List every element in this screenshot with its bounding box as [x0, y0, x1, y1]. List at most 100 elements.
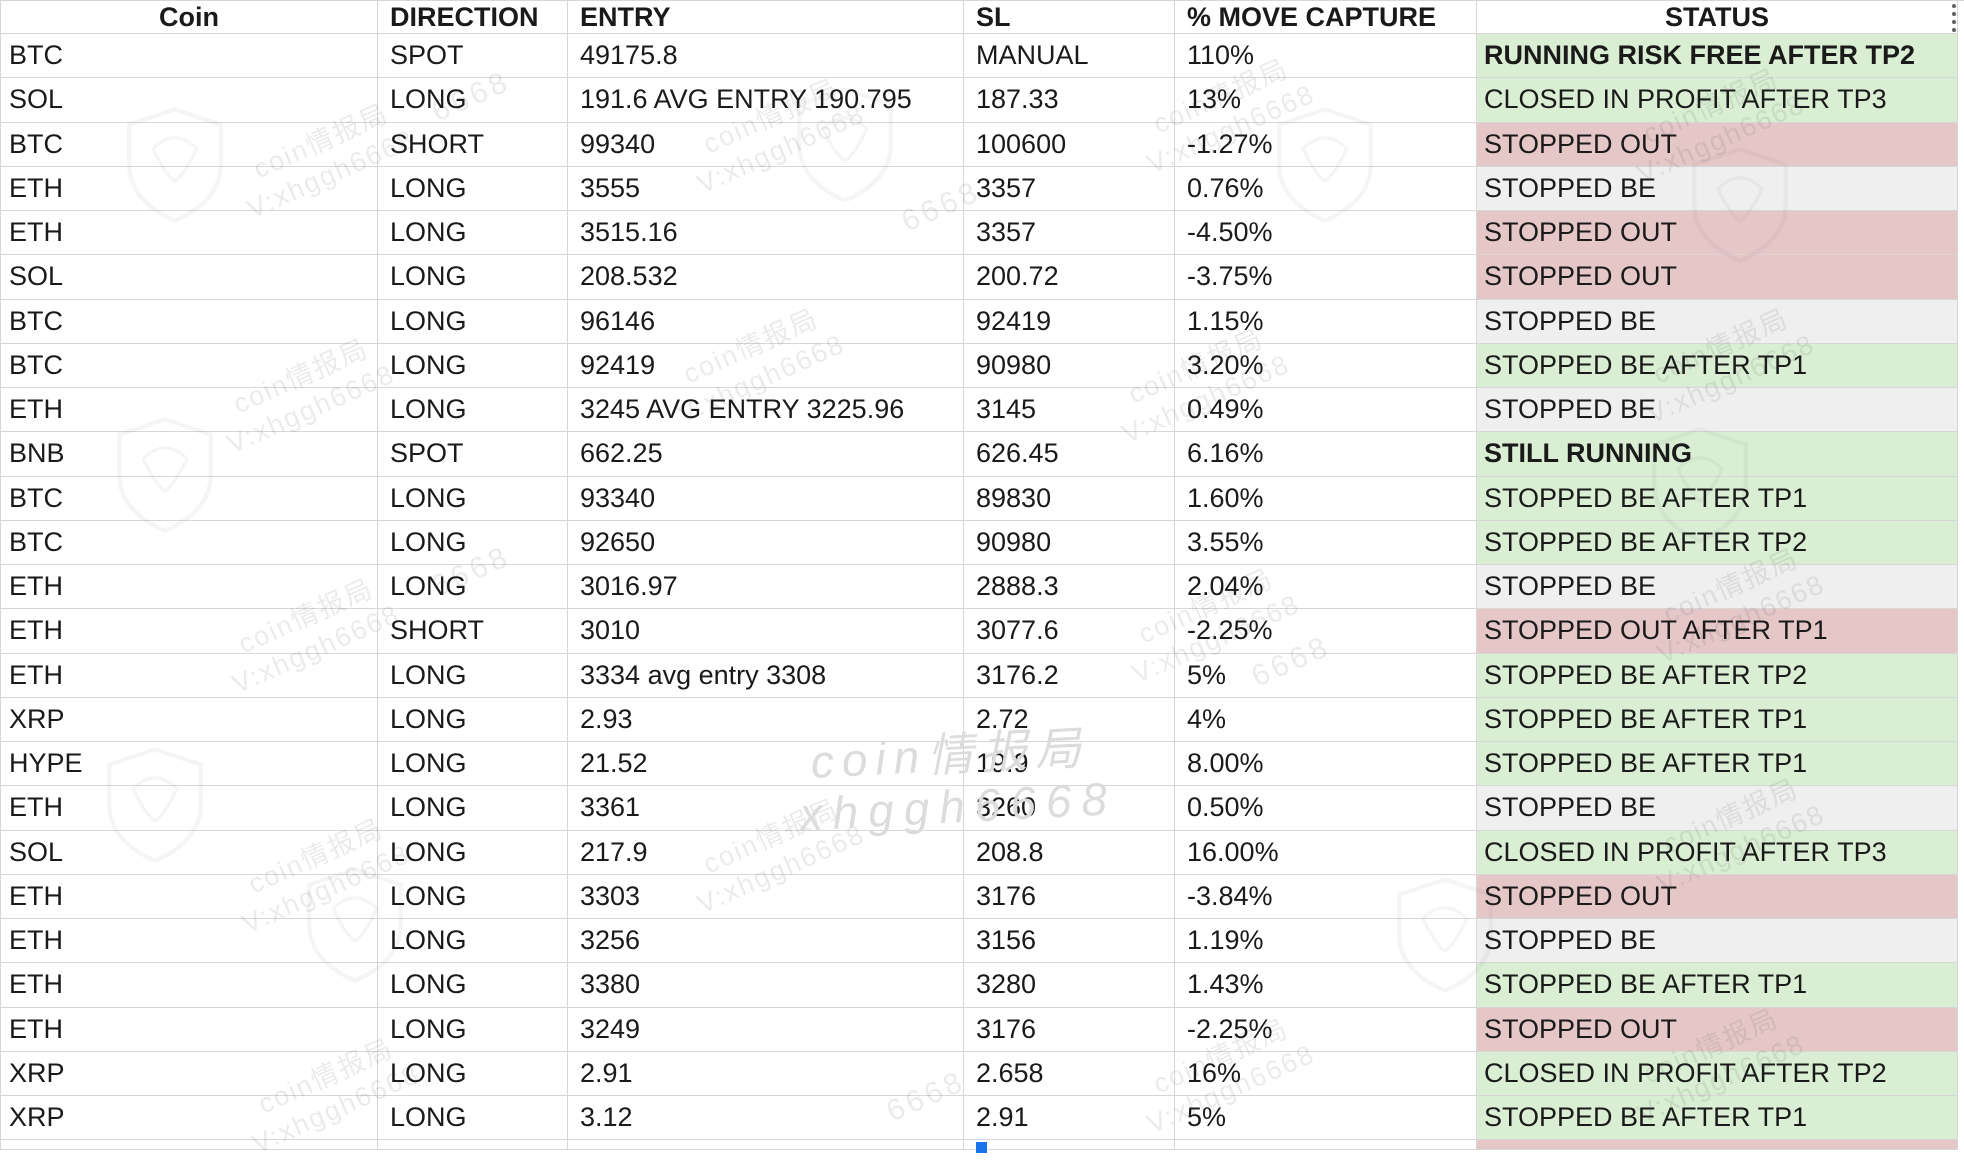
cell-coin[interactable]: ETH	[1, 786, 378, 831]
cell-direction[interactable]: LONG	[378, 1051, 568, 1096]
cell-status[interactable]: STOPPED BE AFTER TP1	[1477, 1096, 1958, 1141]
cell-direction[interactable]: SPOT	[378, 34, 568, 79]
cell-coin[interactable]: BTC	[1, 34, 378, 79]
cell-sl[interactable]: 3176.2	[964, 653, 1175, 698]
cell-entry[interactable]: 92419	[568, 343, 964, 388]
header-cell-direction[interactable]: DIRECTION	[378, 1, 568, 34]
cell-move[interactable]: 0.76%	[1175, 166, 1477, 211]
cell-direction[interactable]: LONG	[378, 166, 568, 211]
cell-sl[interactable]: 92419	[964, 299, 1175, 344]
selection-fill-handle[interactable]	[975, 1141, 988, 1154]
cell-coin[interactable]: ETH	[1, 565, 378, 610]
cell-status[interactable]: STOPPED OUT AFTER TP1	[1477, 609, 1958, 654]
cell-coin[interactable]: XRP	[1, 1051, 378, 1096]
cell-move[interactable]: 2.04%	[1175, 565, 1477, 610]
cell-entry[interactable]: 3361	[568, 786, 964, 831]
cell-move[interactable]: 1.15%	[1175, 299, 1477, 344]
cell-sl[interactable]: 3176	[964, 1007, 1175, 1052]
cell-coin[interactable]: ETH	[1, 1007, 378, 1052]
cell-sl[interactable]: 208.8	[964, 830, 1175, 875]
cell-status[interactable]	[1477, 1140, 1958, 1150]
cell-move[interactable]: 6.16%	[1175, 432, 1477, 477]
cell-direction[interactable]: SPOT	[378, 432, 568, 477]
cell-status[interactable]: STOPPED BE AFTER TP1	[1477, 343, 1958, 388]
cell-entry[interactable]: 3334 avg entry 3308	[568, 653, 964, 698]
cell-coin[interactable]: ETH	[1, 211, 378, 256]
cell-coin[interactable]: BTC	[1, 476, 378, 521]
cell-sl[interactable]: 90980	[964, 343, 1175, 388]
cell-sl[interactable]: 3280	[964, 963, 1175, 1008]
cell-entry[interactable]: 3256	[568, 919, 964, 964]
cell-sl[interactable]: MANUAL	[964, 34, 1175, 79]
cell-entry[interactable]: 3555	[568, 166, 964, 211]
cell-coin[interactable]: ETH	[1, 874, 378, 919]
cell-status[interactable]: STOPPED OUT	[1477, 1007, 1958, 1052]
cell-sl[interactable]: 89830	[964, 476, 1175, 521]
cell-coin[interactable]: SOL	[1, 78, 378, 123]
cell-sl[interactable]: 2.72	[964, 697, 1175, 742]
cell-coin[interactable]: ETH	[1, 166, 378, 211]
header-cell-coin[interactable]: Coin	[1, 1, 378, 34]
cell-sl[interactable]: 3077.6	[964, 609, 1175, 654]
cell-entry[interactable]: 2.91	[568, 1051, 964, 1096]
header-cell-move[interactable]: % MOVE CAPTURE	[1175, 1, 1477, 34]
cell-entry[interactable]: 3.12	[568, 1096, 964, 1141]
cell-sl[interactable]: 3176	[964, 874, 1175, 919]
cell-move[interactable]: 5%	[1175, 653, 1477, 698]
cell-coin[interactable]: ETH	[1, 609, 378, 654]
cell-sl[interactable]	[964, 1140, 1175, 1150]
cell-direction[interactable]: SHORT	[378, 609, 568, 654]
cell-status[interactable]: STOPPED BE	[1477, 299, 1958, 344]
cell-status[interactable]: STILL RUNNING	[1477, 432, 1958, 477]
cell-move[interactable]: -3.75%	[1175, 255, 1477, 300]
cell-move[interactable]: 3.55%	[1175, 520, 1477, 565]
cell-move[interactable]: 110%	[1175, 34, 1477, 79]
cell-move[interactable]: 16%	[1175, 1051, 1477, 1096]
cell-sl[interactable]: 3145	[964, 388, 1175, 433]
cell-status[interactable]: STOPPED OUT	[1477, 874, 1958, 919]
cell-direction[interactable]: LONG	[378, 78, 568, 123]
cell-sl[interactable]: 3260	[964, 786, 1175, 831]
cell-status[interactable]: CLOSED IN PROFIT AFTER TP2	[1477, 1051, 1958, 1096]
cell-entry[interactable]: 662.25	[568, 432, 964, 477]
cell-direction[interactable]: LONG	[378, 520, 568, 565]
cell-status[interactable]: STOPPED BE	[1477, 388, 1958, 433]
cell-coin[interactable]	[1, 1140, 378, 1150]
cell-move[interactable]: 0.49%	[1175, 388, 1477, 433]
cell-status[interactable]: STOPPED OUT	[1477, 255, 1958, 300]
cell-entry[interactable]: 3380	[568, 963, 964, 1008]
cell-status[interactable]: STOPPED BE	[1477, 919, 1958, 964]
cell-status[interactable]: STOPPED BE	[1477, 166, 1958, 211]
cell-status[interactable]: STOPPED OUT	[1477, 211, 1958, 256]
cell-sl[interactable]: 3156	[964, 919, 1175, 964]
cell-sl[interactable]: 90980	[964, 520, 1175, 565]
cell-coin[interactable]: BNB	[1, 432, 378, 477]
cell-move[interactable]: 13%	[1175, 78, 1477, 123]
cell-entry[interactable]: 3249	[568, 1007, 964, 1052]
cell-direction[interactable]: LONG	[378, 343, 568, 388]
cell-status[interactable]: STOPPED BE AFTER TP1	[1477, 697, 1958, 742]
cell-status[interactable]: CLOSED IN PROFIT AFTER TP3	[1477, 78, 1958, 123]
cell-status[interactable]: STOPPED BE AFTER TP2	[1477, 520, 1958, 565]
cell-direction[interactable]: LONG	[378, 565, 568, 610]
cell-status[interactable]: RUNNING RISK FREE AFTER TP2	[1477, 34, 1958, 79]
cell-coin[interactable]: XRP	[1, 1096, 378, 1141]
cell-coin[interactable]: ETH	[1, 653, 378, 698]
cell-sl[interactable]: 19.9	[964, 742, 1175, 787]
cell-direction[interactable]: LONG	[378, 1007, 568, 1052]
cell-coin[interactable]: BTC	[1, 299, 378, 344]
cell-direction[interactable]: SHORT	[378, 122, 568, 167]
header-cell-status[interactable]: STATUS	[1477, 1, 1958, 34]
cell-move[interactable]: 8.00%	[1175, 742, 1477, 787]
cell-coin[interactable]: SOL	[1, 255, 378, 300]
cell-move[interactable]	[1175, 1140, 1477, 1150]
cell-move[interactable]: 1.43%	[1175, 963, 1477, 1008]
cell-entry[interactable]: 2.93	[568, 697, 964, 742]
cell-entry[interactable]: 3016.97	[568, 565, 964, 610]
cell-direction[interactable]	[378, 1140, 568, 1150]
cell-entry[interactable]: 3010	[568, 609, 964, 654]
cell-move[interactable]: 1.60%	[1175, 476, 1477, 521]
cell-move[interactable]: 16.00%	[1175, 830, 1477, 875]
cell-sl[interactable]: 3357	[964, 166, 1175, 211]
cell-sl[interactable]: 3357	[964, 211, 1175, 256]
